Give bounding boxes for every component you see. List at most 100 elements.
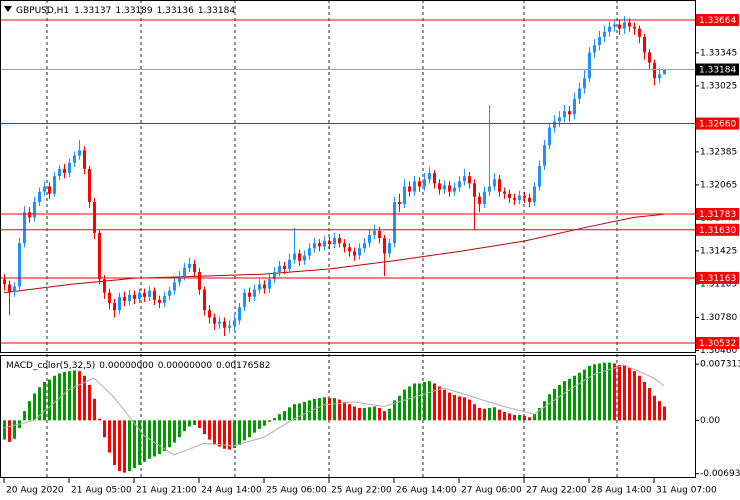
candle-body [608,26,611,32]
candle-body [663,69,666,75]
candle-body [443,185,446,190]
candle-body [348,247,351,252]
candle-body [403,186,406,205]
candle-body [593,45,596,53]
candle-body [438,183,441,190]
macd-bar [138,420,141,465]
macd-bar [603,362,606,421]
macd-bar [183,420,186,432]
macd-bar [393,400,396,421]
y-tick-label: 1.32385 [700,147,737,157]
macd-bar [263,420,266,426]
candle-body [173,282,176,291]
macd-bar [288,407,291,421]
candle-body [373,230,376,235]
candle-body [28,212,31,218]
x-tick-label: 27 Aug 06:00 [461,486,522,496]
candle-body [583,78,586,89]
candle-body [533,186,536,202]
candle-body [283,265,286,269]
candle-body [488,186,491,192]
candle-body [478,196,481,205]
macd-bar [48,379,51,421]
macd-bar [548,394,551,421]
macd-bar [528,417,531,421]
x-tick-label: 28 Aug 14:00 [591,486,652,496]
candle-body [178,276,181,283]
macd-bar [23,411,26,421]
x-tick-label: 25 Aug 22:00 [331,486,392,496]
y-tick-label: 0.00 [700,416,720,426]
x-tick-label: 27 Aug 22:00 [526,486,587,496]
macd-bar [308,400,311,421]
macd-bar [648,388,651,421]
macd-bar [658,401,661,421]
candle-body [263,284,266,289]
candle-body [648,52,651,63]
macd-bar [203,420,206,435]
candle-body [343,243,346,248]
macd-bar [433,383,436,421]
candle-body [643,36,646,53]
candle-body [103,279,106,293]
candle-body [123,296,126,301]
candle-body [88,168,91,202]
candle-body [13,286,16,292]
macd-bar [403,389,406,421]
candle-body [573,98,576,115]
macd-bar [418,383,421,421]
macd-bar [208,420,211,440]
candle-body [578,88,581,99]
candle-body [398,201,401,205]
candle-body [563,111,566,118]
candle-body [73,155,76,163]
y-tick-label: 1.33025 [700,81,737,91]
macd-bar [578,372,581,421]
macd-bar [78,371,81,421]
macd-bar [53,375,56,421]
macd-bar [553,388,556,421]
candle-body [353,251,356,256]
macd-bar [358,408,361,421]
candle-body [163,295,166,304]
macd-bar [233,420,236,449]
candle-body [253,289,256,297]
candle-body [658,74,661,79]
macd-bar [488,408,491,421]
candle-body [288,259,291,269]
candle-body [653,62,656,79]
candle-body [408,186,411,192]
macd-bar [218,420,221,447]
macd-bar [283,411,286,421]
low-readout: 1.33136 [157,6,194,16]
symbol-menu-icon[interactable] [4,6,12,12]
candle-body [43,186,46,192]
macd-bar [463,397,466,421]
level-label: 1.33664 [699,16,736,26]
macd-bar [408,386,411,421]
candle-body [588,52,591,79]
macd-bar [123,420,126,473]
candle-body [108,292,111,304]
candle-body [383,238,386,254]
macd-bar [8,420,11,442]
candle-body [213,317,216,324]
level-label-bg [696,223,739,236]
candle-body [468,176,471,184]
candle-body [523,195,526,198]
macd-bar [423,381,426,421]
macd-bar [378,408,381,421]
candle-body [133,294,136,299]
candle-body [233,320,236,326]
macd-bar [158,420,161,455]
macd-bar [193,420,196,425]
macd-bar [58,373,61,421]
macd-bar [33,393,36,421]
y-tick-label: 1.30780 [700,313,737,323]
macd-bar [248,420,251,438]
macd-bar [293,404,296,421]
macd-bar [398,395,401,421]
macd-bar [68,371,71,421]
macd-bar [88,384,91,421]
macd-bar [373,406,376,421]
